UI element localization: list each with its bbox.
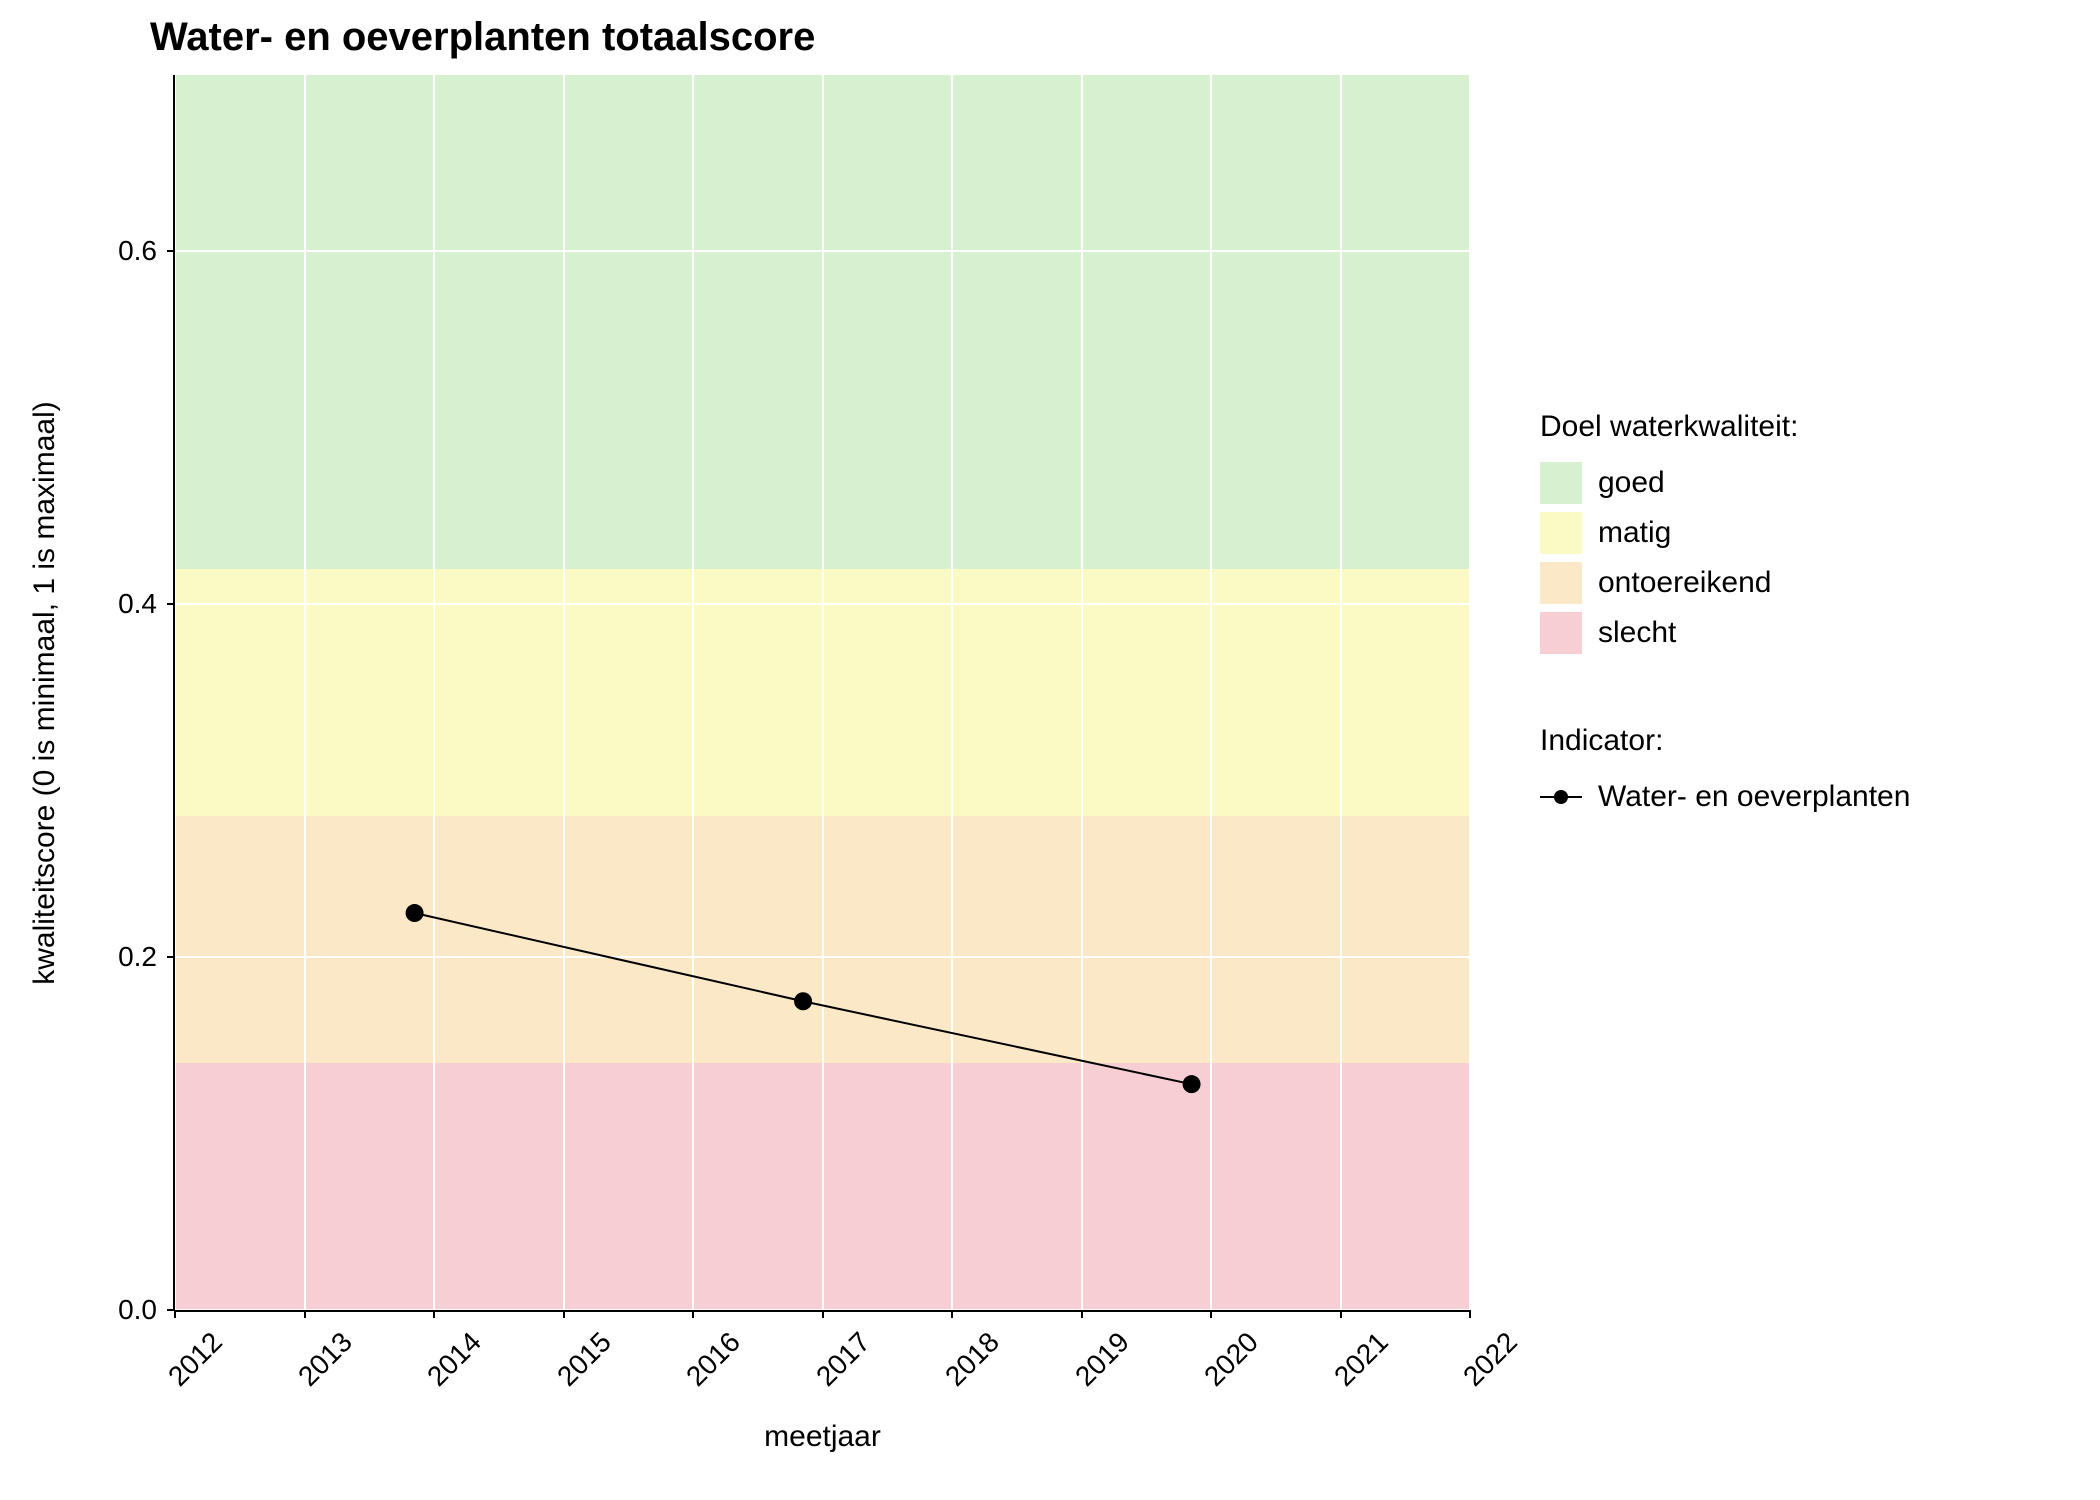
x-tick-label: 2017 (810, 1326, 877, 1393)
legend-swatch (1540, 462, 1582, 504)
y-tick (167, 603, 175, 605)
gridline-v (822, 75, 824, 1310)
legend-group-title: Doel waterkwaliteit: (1540, 410, 1910, 444)
legend-item-label: slecht (1598, 616, 1676, 650)
gridline-v (951, 75, 953, 1310)
x-tick (951, 1310, 953, 1318)
x-tick (563, 1310, 565, 1318)
y-tick-label: 0.2 (67, 941, 157, 973)
legend-group: Indicator: Water- en oeverplanten (1540, 724, 1910, 818)
legend-item-label: ontoereikend (1598, 566, 1771, 600)
gridline-v (1340, 75, 1342, 1310)
x-tick (692, 1310, 694, 1318)
legend-item: Water- en oeverplanten (1540, 776, 1910, 818)
x-tick (1340, 1310, 1342, 1318)
y-tick (167, 956, 175, 958)
gridline-v (563, 75, 565, 1310)
y-tick-label: 0.6 (67, 235, 157, 267)
gridline-v (692, 75, 694, 1310)
legend-swatch (1540, 562, 1582, 604)
legend-item-label: goed (1598, 466, 1665, 500)
x-tick-label: 2021 (1328, 1326, 1395, 1393)
gridline-v (1469, 75, 1470, 1310)
x-tick (174, 1310, 176, 1318)
chart-title: Water- en oeverplanten totaalscore (150, 15, 815, 60)
legend-group: Doel waterkwaliteit: goed matig ontoereiken… (1540, 410, 1910, 654)
x-tick-label: 2015 (551, 1326, 618, 1393)
x-tick-label: 2019 (1069, 1326, 1136, 1393)
y-tick-label: 0.4 (67, 588, 157, 620)
x-tick (1469, 1310, 1471, 1318)
x-tick-label: 2013 (292, 1326, 359, 1393)
x-tick (433, 1310, 435, 1318)
legend-item-label: matig (1598, 516, 1671, 550)
gridline-v (433, 75, 435, 1310)
legend-item: ontoereikend (1540, 562, 1910, 604)
x-tick-label: 2014 (421, 1326, 488, 1393)
legend-item: goed (1540, 462, 1910, 504)
legend-item: matig (1540, 512, 1910, 554)
legend: Doel waterkwaliteit: goed matig ontoereiken… (1540, 410, 1910, 826)
y-tick-label: 0.0 (67, 1294, 157, 1326)
plot-area (175, 75, 1470, 1310)
legend-group-title: Indicator: (1540, 724, 1910, 758)
x-tick (822, 1310, 824, 1318)
gridline-v (304, 75, 306, 1310)
gridline-v (1081, 75, 1083, 1310)
legend-swatch (1540, 612, 1582, 654)
legend-item-label: Water- en oeverplanten (1598, 780, 1910, 814)
legend-line-swatch (1540, 776, 1582, 818)
gridline-v (1210, 75, 1212, 1310)
x-tick-label: 2022 (1457, 1326, 1524, 1393)
legend-item: slecht (1540, 612, 1910, 654)
x-tick-label: 2018 (939, 1326, 1006, 1393)
y-axis-title: kwaliteitscore (0 is minimaal, 1 is maxi… (28, 401, 62, 984)
x-tick (1210, 1310, 1212, 1318)
x-axis-title: meetjaar (764, 1420, 881, 1454)
x-tick (304, 1310, 306, 1318)
y-tick (167, 250, 175, 252)
chart-container: Water- en oeverplanten totaalscore 0.0 0.… (0, 0, 2100, 1500)
x-tick (1081, 1310, 1083, 1318)
gridline-v (175, 75, 176, 1310)
x-tick-label: 2012 (162, 1326, 229, 1393)
x-tick-label: 2016 (680, 1326, 747, 1393)
x-tick-label: 2020 (1198, 1326, 1265, 1393)
y-axis-line (173, 75, 175, 1310)
legend-swatch (1540, 512, 1582, 554)
